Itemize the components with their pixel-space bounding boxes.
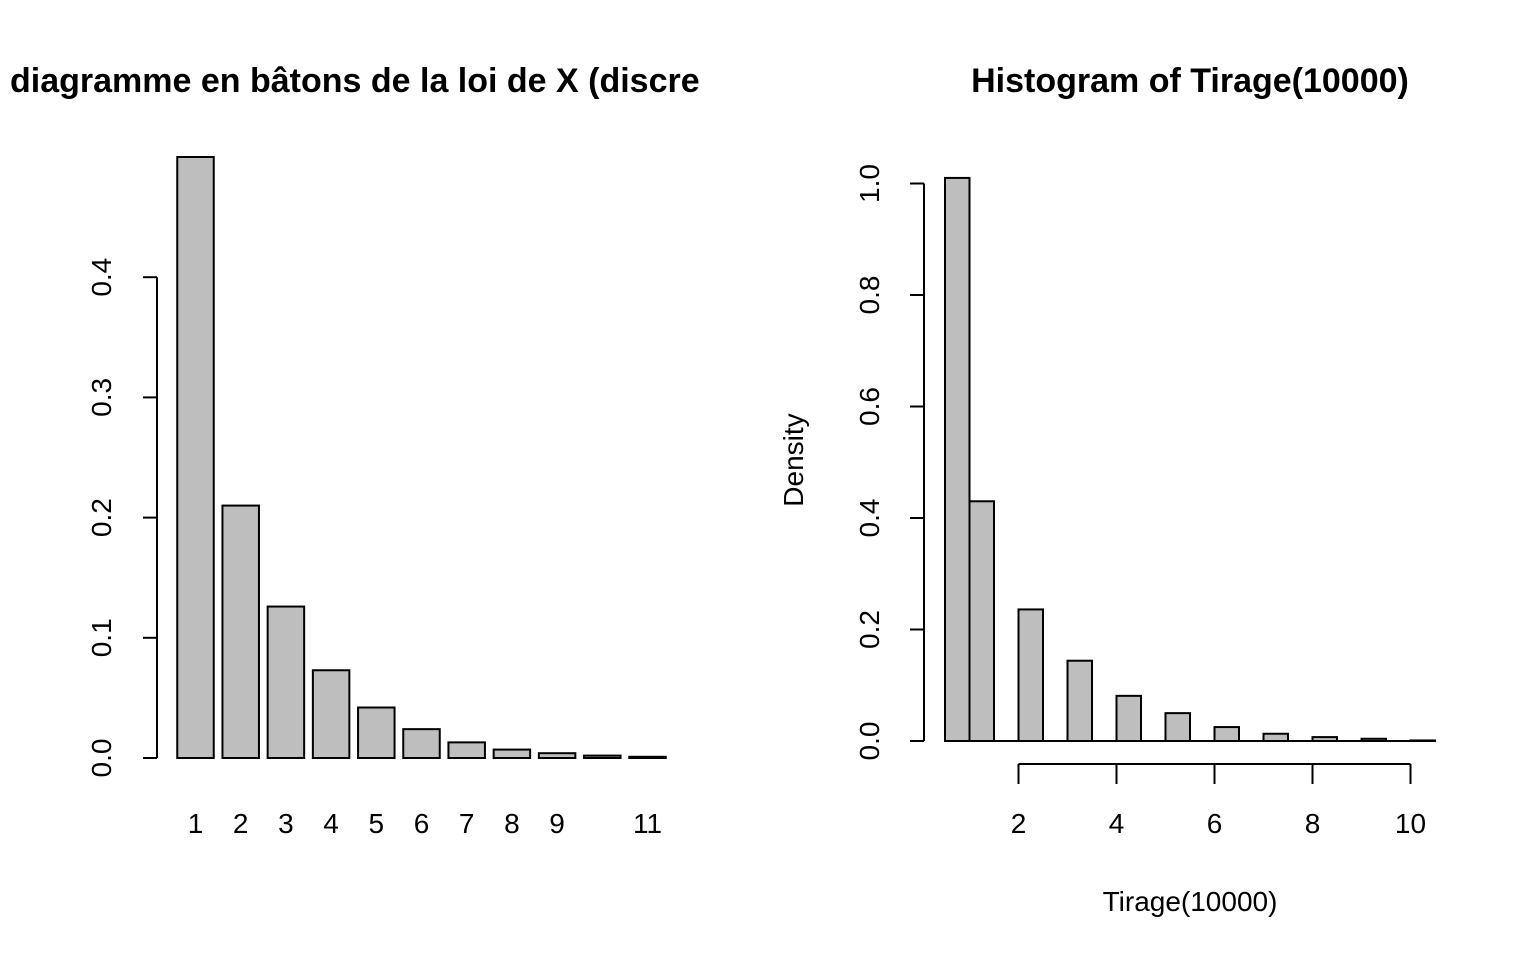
bar-chart-x-tick-labels: 1 2 3 4 5 6 7 8 9 11: [188, 808, 662, 839]
histogram-y-tick-label: 0.8: [854, 276, 885, 315]
histogram-bin-9: [1164, 712, 1191, 742]
bar-6: [402, 728, 441, 759]
bar-chart-x-tick-label: 7: [459, 808, 475, 839]
bar-9: [537, 752, 577, 760]
bar-chart-x-tick-label: 9: [549, 808, 565, 839]
bar-chart-y-tick-label: 0.4: [86, 258, 117, 297]
bar-chart-x-tick-label: 11: [633, 808, 662, 839]
histogram-x-tick-label: 6: [1207, 808, 1223, 839]
histogram-bin-0: [944, 176, 971, 743]
bar-3: [266, 605, 306, 759]
bar-chart-y-tick-label: 0.0: [86, 739, 117, 778]
bar-chart-y-tick-label: 0.3: [86, 378, 117, 417]
bar-chart-y-tick-label: 0.2: [86, 498, 117, 537]
bar-10: [583, 754, 622, 760]
histogram-y-axis-label: Density: [778, 413, 809, 506]
bar-5: [357, 706, 396, 759]
histogram-y-tick-label: 0.2: [854, 610, 885, 649]
histogram-title: Histogram of Tirage(10000): [971, 62, 1409, 100]
bar-chart-x-tick-label: 8: [504, 808, 520, 839]
bar-chart-x-tick-label: 4: [323, 808, 339, 839]
bar-11: [628, 755, 667, 759]
histogram-bin-13: [1262, 732, 1289, 743]
bar-chart-x-tick-label: 6: [414, 808, 430, 839]
histogram-bin-11: [1213, 726, 1240, 742]
histogram-x-tick-label: 2: [1011, 808, 1027, 839]
histogram-y-axis: 0.0 0.2 0.4 0.6 0.8 1.0: [854, 164, 925, 761]
bar-7: [447, 741, 486, 760]
histogram-y-tick-label: 0.6: [854, 387, 885, 426]
histogram-x-tick-label: 10: [1395, 808, 1426, 839]
bar-4: [311, 669, 351, 760]
histogram-y-tick-label: 0.4: [854, 499, 885, 538]
bar-2: [221, 504, 260, 759]
histogram-x-tick-label: 8: [1305, 808, 1321, 839]
histogram-bars: [944, 176, 1436, 743]
histogram-x-axis: 2 4 6 8 10: [1011, 763, 1426, 839]
bar-8: [492, 748, 532, 759]
histogram-bin-7: [1115, 694, 1142, 743]
bar-chart-title: diagramme en bâtons de la loi de X (disc…: [10, 62, 700, 100]
bar-chart-x-tick-label: 3: [278, 808, 294, 839]
histogram-x-tick-label: 4: [1109, 808, 1125, 839]
bar-chart-y-tick-label: 0.1: [86, 618, 117, 657]
histogram-bin-5: [1066, 659, 1093, 742]
histogram-y-tick-label: 1.0: [854, 164, 885, 203]
bar-chart-y-axis: 0.0 0.1 0.2 0.3 0.4: [86, 258, 158, 778]
bar-chart-x-tick-label: 2: [233, 808, 249, 839]
histogram-bin-3: [1017, 608, 1044, 742]
histogram-y-tick-label: 0.0: [854, 722, 885, 761]
bar-chart-panel: diagramme en bâtons de la loi de X (disc…: [10, 62, 700, 839]
bar-1: [176, 156, 215, 759]
bar-chart-x-tick-label: 5: [369, 808, 385, 839]
bar-chart-bars: [176, 156, 667, 760]
histogram-x-axis-label: Tirage(10000): [1103, 886, 1278, 917]
histogram-panel: Histogram of Tirage(10000) 0.00.20.40.60…: [778, 62, 1436, 917]
bar-chart-x-tick-label: 1: [188, 808, 204, 839]
histogram-bin-1: [968, 500, 995, 742]
